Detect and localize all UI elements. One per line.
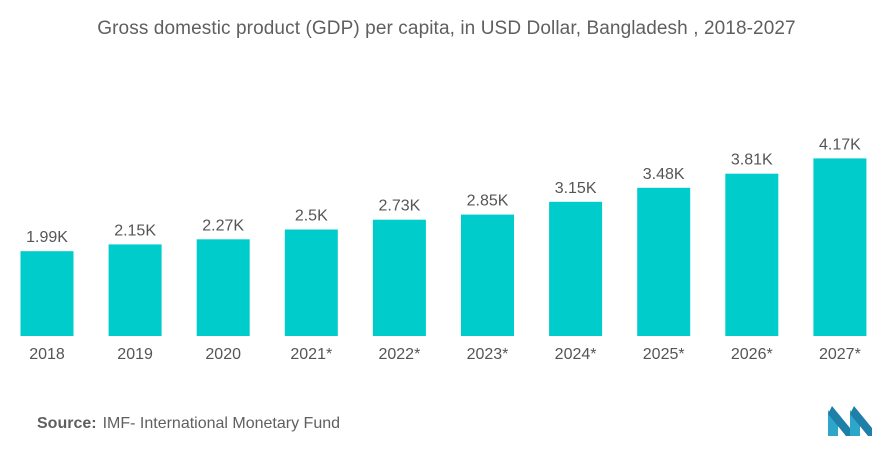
- bar-2020: [196, 239, 250, 336]
- category-label: 2022*: [378, 346, 420, 363]
- category-label: 2023*: [467, 346, 509, 363]
- value-label: 2.85K: [467, 193, 509, 210]
- source-label: Source:: [37, 415, 97, 432]
- value-label: 3.15K: [555, 180, 597, 197]
- bar-2022: [372, 219, 426, 336]
- category-label: 2026*: [731, 346, 773, 363]
- value-label: 3.48K: [643, 166, 685, 183]
- category-label: 2019: [117, 346, 153, 363]
- mordor-logo-icon: [828, 406, 872, 436]
- value-label: 2.15K: [114, 222, 156, 239]
- value-label: 2.73K: [378, 198, 420, 215]
- bars-group: [20, 158, 867, 336]
- value-label: 2.5K: [295, 208, 328, 225]
- chart-title: Gross domestic product (GDP) per capita,…: [97, 18, 796, 39]
- bar-2019: [108, 244, 162, 336]
- bar-2023: [461, 214, 514, 336]
- bar-2024: [549, 201, 603, 336]
- category-label: 2018: [29, 346, 65, 363]
- category-label: 2020: [205, 346, 241, 363]
- value-label: 1.99K: [26, 229, 68, 246]
- category-labels-group: 2018 2019 2020 2021* 2022* 2023* 2024* 2025* 202…: [29, 346, 861, 363]
- bar-2025: [637, 187, 691, 336]
- bar-2018: [20, 251, 74, 336]
- value-labels-group: 1.99K 2.15K 2.27K 2.5K 2.73K 2.85K 3.15K 3.48K 3…: [26, 136, 861, 246]
- category-label: 2021*: [290, 346, 332, 363]
- source-note: Source: IMF- International Monetary Fund: [37, 415, 340, 433]
- bar-2021: [284, 229, 338, 336]
- category-label: 2024*: [555, 346, 597, 363]
- category-label: 2027*: [819, 346, 861, 363]
- value-label: 2.27K: [202, 217, 244, 234]
- source-text: IMF- International Monetary Fund: [102, 415, 341, 432]
- value-label: 3.81K: [731, 152, 773, 169]
- value-label: 4.17K: [819, 136, 861, 153]
- category-label: 2025*: [643, 346, 685, 363]
- bar-2026: [725, 173, 779, 336]
- bar-2027: [813, 158, 867, 336]
